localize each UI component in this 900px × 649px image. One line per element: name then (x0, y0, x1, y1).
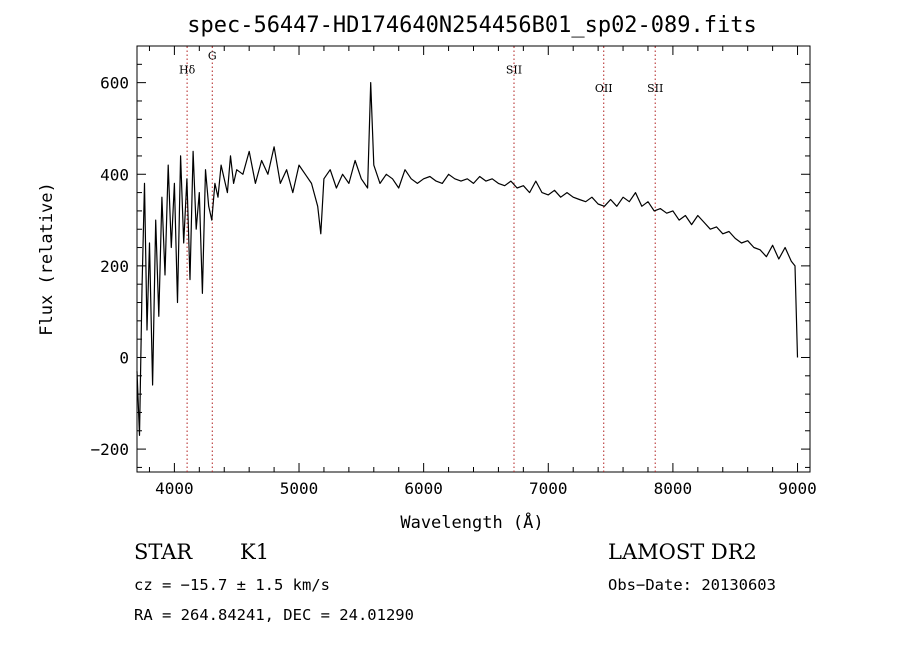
spectral-line-label: SII (506, 63, 522, 76)
observation-date: Obs−Date: 20130603 (608, 576, 776, 594)
y-tick-label: 400 (100, 165, 129, 184)
x-axis-label: Wavelength (Å) (400, 511, 543, 533)
spectral-line-label: Hδ (179, 63, 196, 76)
x-tick-label: 7000 (529, 479, 568, 498)
coordinates: RA = 264.84241, DEC = 24.01290 (134, 606, 414, 624)
spectral-line-label: SII (647, 82, 663, 95)
y-tick-label: 0 (119, 348, 129, 367)
spectral-line-label: G (208, 50, 217, 63)
chart-title: spec-56447-HD174640N254456B01_sp02-089.f… (187, 13, 757, 38)
x-tick-label: 8000 (654, 479, 693, 498)
y-axis: −200 0 200 400 600 (90, 45, 810, 468)
catalog-name: LAMOST DR2 (608, 540, 757, 564)
spectral-line-label: OII (595, 82, 613, 95)
y-tick-label: 200 (100, 257, 129, 276)
x-axis: 4000 5000 6000 7000 8000 9000 (148, 46, 817, 498)
y-axis-label: Flux (relative) (37, 182, 57, 336)
redshift-velocity: cz = −15.7 ± 1.5 km/s (134, 576, 330, 594)
x-tick-label: 5000 (280, 479, 319, 498)
spectrum-series (136, 81, 799, 436)
y-tick-label: 600 (100, 74, 129, 93)
object-class: STAR (134, 540, 193, 564)
spectrum-line (136, 81, 799, 436)
x-tick-label: 6000 (404, 479, 443, 498)
object-subclass: K1 (240, 540, 269, 564)
x-tick-label: 4000 (155, 479, 194, 498)
plot-frame (136, 45, 811, 473)
spectral-line-markers: Hδ G SII OII SII (179, 46, 663, 472)
y-tick-label: −200 (90, 440, 129, 459)
x-tick-label: 9000 (778, 479, 817, 498)
